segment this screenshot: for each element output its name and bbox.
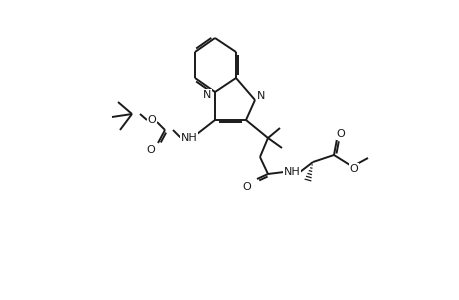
Text: NH: NH: [180, 133, 197, 143]
Text: NH: NH: [283, 167, 300, 177]
Text: O: O: [147, 115, 156, 125]
Text: O: O: [242, 182, 251, 192]
Text: O: O: [336, 129, 345, 139]
Text: O: O: [349, 164, 358, 174]
Text: O: O: [146, 145, 155, 155]
Text: N: N: [202, 90, 211, 100]
Text: N: N: [256, 91, 264, 101]
